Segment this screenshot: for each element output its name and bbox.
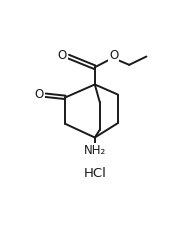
Text: O: O — [109, 49, 119, 62]
Text: HCl: HCl — [83, 167, 106, 180]
Text: O: O — [58, 49, 67, 62]
Text: NH₂: NH₂ — [84, 144, 106, 157]
Text: O: O — [35, 88, 44, 101]
